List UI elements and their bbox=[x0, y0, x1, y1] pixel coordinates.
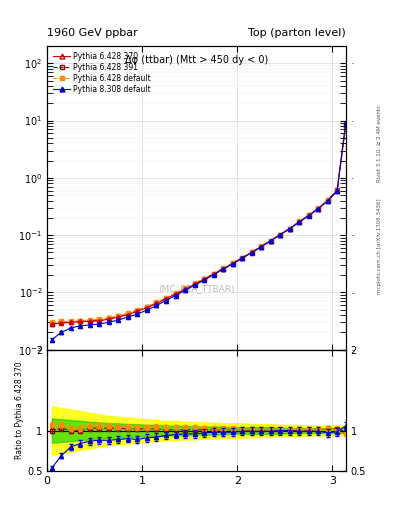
Legend: Pythia 6.428 370, Pythia 6.428 391, Pythia 6.428 default, Pythia 8.308 default: Pythia 6.428 370, Pythia 6.428 391, Pyth… bbox=[51, 50, 153, 96]
Y-axis label: Ratio to Pythia 6.428 370: Ratio to Pythia 6.428 370 bbox=[15, 361, 24, 459]
Text: (MC_FBA_TTBAR): (MC_FBA_TTBAR) bbox=[158, 284, 235, 293]
Text: Top (parton level): Top (parton level) bbox=[248, 28, 346, 38]
Text: Rivet 3.1.10; ≥ 2.4M events: Rivet 3.1.10; ≥ 2.4M events bbox=[377, 105, 382, 182]
Text: Δφ (ttbar) (Mtt > 450 dy < 0): Δφ (ttbar) (Mtt > 450 dy < 0) bbox=[125, 55, 268, 65]
Text: mcplots.cern.ch [arXiv:1306.3436]: mcplots.cern.ch [arXiv:1306.3436] bbox=[377, 198, 382, 293]
Text: 1960 GeV ppbar: 1960 GeV ppbar bbox=[47, 28, 138, 38]
